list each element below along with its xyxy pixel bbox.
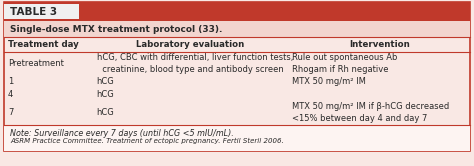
Text: MTX 50 mg/m² IM if β-hCG decreased
<15% between day 4 and day 7: MTX 50 mg/m² IM if β-hCG decreased <15% … [292,102,449,123]
Bar [4,124,470,151]
Bar [4,4,79,19]
Text: Intervention: Intervention [349,40,410,49]
Text: Laboratory evaluation: Laboratory evaluation [136,40,245,49]
Text: hCG: hCG [97,108,114,117]
Text: hCG: hCG [97,77,114,86]
Text: Pretreatment: Pretreatment [8,59,64,68]
Bar [4,22,470,37]
Bar [4,2,470,151]
Text: 1: 1 [8,77,13,86]
Text: hCG, CBC with differential, liver function tests,
  creatinine, blood type and a: hCG, CBC with differential, liver functi… [97,53,293,74]
Text: MTX 50 mg/m² IM: MTX 50 mg/m² IM [292,77,366,86]
Text: ASRM Practice Committee. Treatment of ectopic pregnancy. Fertil Steril 2006.: ASRM Practice Committee. Treatment of ec… [10,138,284,144]
Text: Treatment day: Treatment day [8,40,79,49]
Bar [4,2,470,22]
Text: 4: 4 [8,90,13,99]
Text: 7: 7 [8,108,13,117]
Text: Note: Surveillance every 7 days (until hCG <5 mIU/mL).: Note: Surveillance every 7 days (until h… [10,128,234,137]
Text: hCG: hCG [97,90,114,99]
Text: Rule out spontaneous Ab
Rhogam if Rh negative: Rule out spontaneous Ab Rhogam if Rh neg… [292,53,398,74]
Text: Single-dose MTX treatment protocol (33).: Single-dose MTX treatment protocol (33). [10,25,222,34]
Text: TABLE 3: TABLE 3 [10,7,57,17]
